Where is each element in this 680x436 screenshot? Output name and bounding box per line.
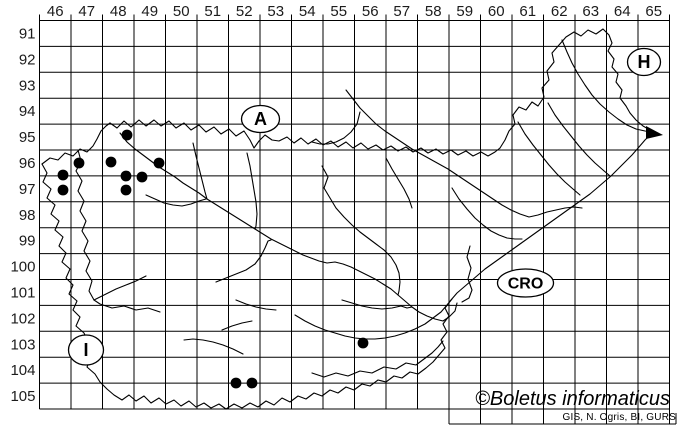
row-label: 100 — [10, 259, 35, 276]
map-outline-path — [311, 340, 444, 378]
col-label: 56 — [362, 3, 379, 20]
occurrence-marker — [121, 129, 133, 141]
row-label: 105 — [10, 388, 35, 405]
country-ellipse — [240, 104, 281, 134]
country-code: I — [83, 340, 88, 360]
map-outline-path — [109, 119, 501, 157]
row-label: 92 — [19, 51, 36, 68]
map-outline-path — [561, 39, 653, 133]
country-code: CRO — [508, 275, 544, 292]
row-label: 104 — [10, 362, 35, 379]
col-label: 51 — [204, 3, 221, 20]
occurrence-marker — [57, 184, 69, 196]
row-label: 95 — [19, 129, 36, 146]
map-outline-path — [499, 28, 656, 149]
row-label: 93 — [19, 77, 36, 94]
country-ellipse — [626, 47, 662, 77]
col-label: 64 — [614, 3, 631, 20]
map-outline-path — [93, 299, 161, 313]
col-label: 55 — [330, 3, 347, 20]
col-label: 60 — [488, 3, 505, 20]
row-label: 99 — [19, 233, 36, 250]
map-outline-path — [461, 245, 473, 303]
row-label: 91 — [19, 25, 36, 42]
map-outline-path — [215, 239, 272, 283]
map-outline-path — [225, 132, 656, 410]
map-outline-path — [41, 122, 111, 165]
map-outline-path — [75, 149, 95, 301]
col-label: 53 — [267, 3, 284, 20]
map-outline-path — [93, 275, 147, 301]
country-label-i: I — [67, 334, 105, 366]
map-outline-path — [311, 111, 361, 145]
col-label: 61 — [519, 3, 536, 20]
country-code: H — [638, 52, 651, 72]
country-ellipse — [67, 334, 105, 366]
col-label: 50 — [173, 3, 190, 20]
country-label-cro: CRO — [496, 268, 555, 298]
copyright-text: ©Boletus informaticus — [475, 388, 670, 410]
map-outline-path — [221, 320, 253, 331]
occurrence-marker — [73, 157, 85, 169]
row-label: 102 — [10, 310, 35, 327]
col-label: 46 — [47, 3, 64, 20]
map-outline-path — [192, 142, 208, 200]
map-outline-path — [517, 121, 581, 196]
country-label-h: H — [626, 47, 662, 77]
map-outline-path — [145, 194, 207, 207]
map-outline-path — [385, 157, 413, 209]
map-outline-path — [183, 338, 244, 355]
occurrence-marker — [246, 377, 258, 389]
row-label: 98 — [19, 207, 36, 224]
map-outline-path — [341, 299, 413, 310]
occurrence-marker — [120, 184, 132, 196]
map-outline-path — [235, 299, 277, 311]
col-label: 54 — [299, 3, 316, 20]
col-label: 63 — [582, 3, 599, 20]
row-label: 103 — [10, 336, 35, 353]
map-outline-path — [246, 152, 258, 230]
source-credit-text: GIS, N. Ogris, BI, GURS — [562, 412, 676, 423]
map-outline-path — [547, 102, 611, 177]
map-outline-path — [321, 165, 401, 296]
map-outline-path — [294, 298, 453, 340]
map-outline-path — [119, 132, 458, 322]
map-outline-path — [451, 187, 523, 240]
col-label: 65 — [645, 3, 662, 20]
row-label: 101 — [10, 284, 35, 301]
col-label: 62 — [551, 3, 568, 20]
col-label: 52 — [236, 3, 253, 20]
col-label: 47 — [78, 3, 95, 20]
occurrence-marker — [357, 337, 369, 349]
row-label: 97 — [19, 181, 36, 198]
occurrence-marker — [57, 169, 69, 181]
row-label: 94 — [19, 103, 36, 120]
col-label: 49 — [141, 3, 158, 20]
col-label: 59 — [456, 3, 473, 20]
country-code: A — [254, 109, 267, 129]
country-ellipse — [496, 268, 555, 298]
map-outline-path — [345, 89, 583, 218]
occurrence-marker — [230, 377, 242, 389]
map-east-tip-shape — [646, 126, 663, 139]
occurrence-marker — [105, 156, 117, 168]
occurrence-marker — [153, 157, 165, 169]
country-label-a: A — [240, 104, 281, 134]
occurrence-marker — [136, 171, 148, 183]
occurrence-marker — [120, 170, 132, 182]
col-label: 57 — [393, 3, 410, 20]
row-label: 96 — [19, 155, 36, 172]
col-label: 58 — [425, 3, 442, 20]
col-label: 48 — [110, 3, 127, 20]
